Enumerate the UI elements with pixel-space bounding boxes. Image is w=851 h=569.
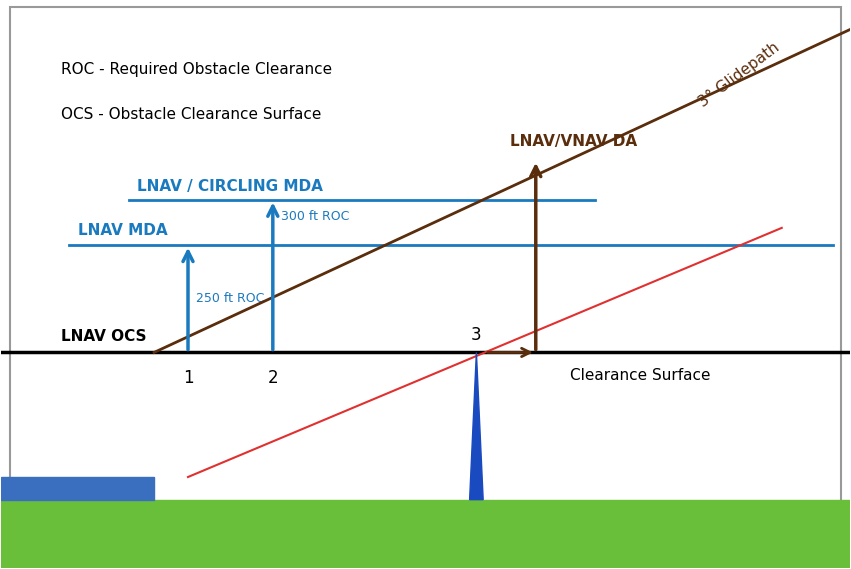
Text: LNAV / CIRCLING MDA: LNAV / CIRCLING MDA <box>137 179 323 194</box>
Polygon shape <box>470 352 483 500</box>
Bar <box>2 500 849 568</box>
Text: 300 ft ROC: 300 ft ROC <box>282 210 350 223</box>
Text: Clearance Surface: Clearance Surface <box>569 368 711 382</box>
Text: 1: 1 <box>183 369 193 387</box>
Text: ROC - Required Obstacle Clearance: ROC - Required Obstacle Clearance <box>60 62 332 77</box>
Text: 3° Glidepath: 3° Glidepath <box>696 40 783 110</box>
Text: 250 ft ROC: 250 ft ROC <box>197 292 265 305</box>
Bar <box>2 477 154 500</box>
Text: 3: 3 <box>471 326 482 344</box>
Text: 2: 2 <box>267 369 278 387</box>
Text: LNAV OCS: LNAV OCS <box>60 329 146 344</box>
Text: LNAV/VNAV DA: LNAV/VNAV DA <box>511 134 637 149</box>
Text: LNAV MDA: LNAV MDA <box>77 223 168 238</box>
Text: OCS - Obstacle Clearance Surface: OCS - Obstacle Clearance Surface <box>60 107 321 122</box>
